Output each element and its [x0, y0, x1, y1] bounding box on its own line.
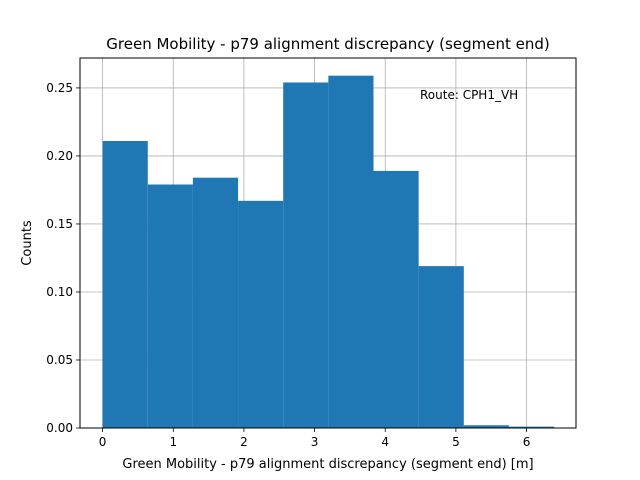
x-tick-label: 1 [169, 435, 177, 449]
x-axis-ticks: 0 1 2 3 4 5 6 [99, 428, 531, 449]
histogram-bar [283, 82, 329, 428]
histogram-bars [102, 75, 555, 428]
histogram-bar [328, 75, 374, 428]
y-tick-label: 0.05 [46, 353, 73, 367]
histogram-bar [102, 140, 148, 428]
histogram-bar [373, 170, 419, 428]
y-tick-label: 0.10 [46, 285, 73, 299]
y-axis-ticks: 0.00 0.05 0.10 0.15 0.20 0.25 [46, 81, 80, 435]
histogram-bar [508, 426, 555, 428]
histogram-bar [463, 425, 509, 428]
x-axis-label: Green Mobility - p79 alignment discrepan… [122, 457, 533, 472]
y-axis-label: Counts [20, 220, 35, 266]
histogram-bar [238, 200, 284, 428]
histogram-bar [147, 184, 193, 428]
x-tick-label: 5 [452, 435, 460, 449]
histogram-bar [418, 266, 464, 428]
y-tick-label: 0.00 [46, 421, 73, 435]
x-tick-label: 0 [99, 435, 107, 449]
y-tick-label: 0.25 [46, 81, 73, 95]
x-tick-label: 6 [523, 435, 531, 449]
x-tick-label: 2 [240, 435, 248, 449]
chart-title: Green Mobility - p79 alignment discrepan… [106, 35, 549, 53]
y-tick-label: 0.20 [46, 149, 73, 163]
histogram-bar [192, 177, 239, 428]
y-tick-label: 0.15 [46, 217, 73, 231]
x-tick-label: 4 [381, 435, 389, 449]
route-annotation: Route: CPH1_VH [420, 88, 518, 102]
plot-frame [79, 57, 577, 429]
x-tick-label: 3 [311, 435, 319, 449]
